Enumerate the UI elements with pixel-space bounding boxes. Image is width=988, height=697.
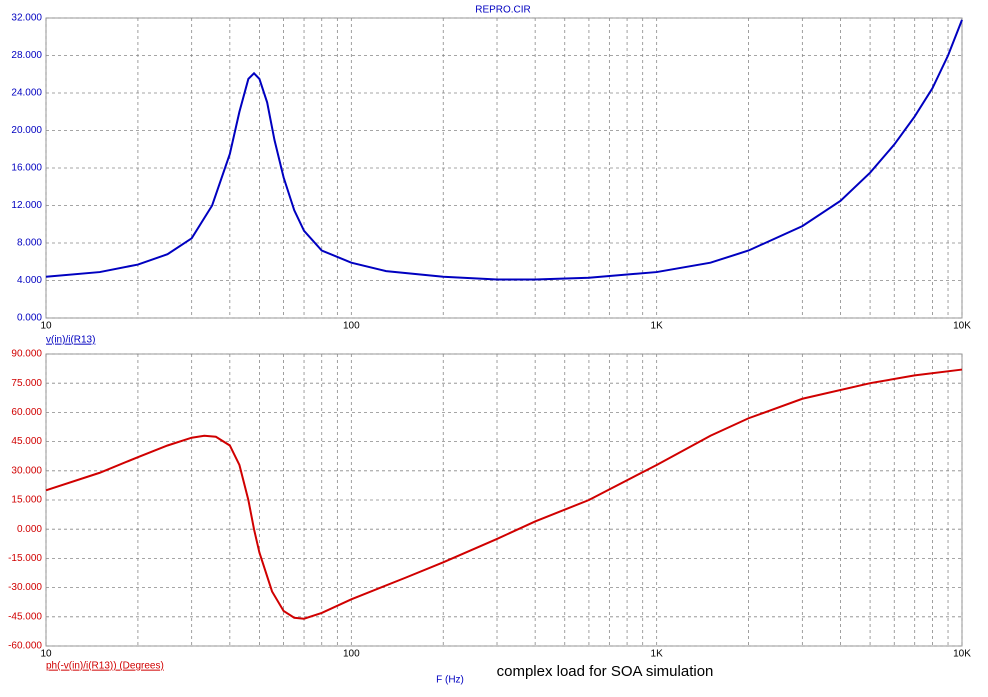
y-tick-label: 20.000 — [11, 125, 42, 136]
y-tick-label: -60.000 — [8, 641, 42, 652]
x-tick-label: 1K — [651, 321, 664, 332]
x-tick-label: 10K — [953, 649, 971, 660]
y-tick-label: 32.000 — [11, 13, 42, 24]
x-tick-label: 10 — [40, 649, 52, 660]
y-tick-label: -30.000 — [8, 582, 42, 593]
x-tick-label: 1K — [651, 649, 664, 660]
chart-title: REPRO.CIR — [475, 5, 531, 16]
y-tick-label: 8.000 — [17, 238, 42, 249]
data-line — [45, 19, 963, 281]
y-tick-label: 28.000 — [11, 50, 42, 61]
x-tick-label: 10K — [953, 321, 971, 332]
y-tick-label: 30.000 — [11, 465, 42, 476]
x-tick-label: 100 — [343, 649, 360, 660]
y-tick-label: 0.000 — [17, 313, 42, 324]
y-tick-label: -45.000 — [8, 611, 42, 622]
y-tick-label: -15.000 — [8, 553, 42, 564]
x-axis-label: F (Hz) — [436, 675, 464, 686]
x-tick-label: 100 — [343, 321, 360, 332]
y-tick-label: 16.000 — [11, 163, 42, 174]
y-tick-label: 90.000 — [11, 349, 42, 360]
y-axis-label: ph(-v(in)/i(R13)) (Degrees) — [46, 661, 164, 672]
y-axis-label: v(in)/i(R13) — [46, 335, 95, 346]
y-tick-label: 75.000 — [11, 378, 42, 389]
data-line — [45, 368, 963, 620]
y-tick-label: 15.000 — [11, 495, 42, 506]
annotation: complex load for SOA simulation — [497, 663, 714, 680]
y-tick-label: 45.000 — [11, 436, 42, 447]
y-tick-label: 0.000 — [17, 524, 42, 535]
y-tick-label: 24.000 — [11, 88, 42, 99]
y-tick-label: 60.000 — [11, 407, 42, 418]
y-tick-label: 4.000 — [17, 275, 42, 286]
x-tick-label: 10 — [40, 321, 52, 332]
y-tick-label: 12.000 — [11, 200, 42, 211]
